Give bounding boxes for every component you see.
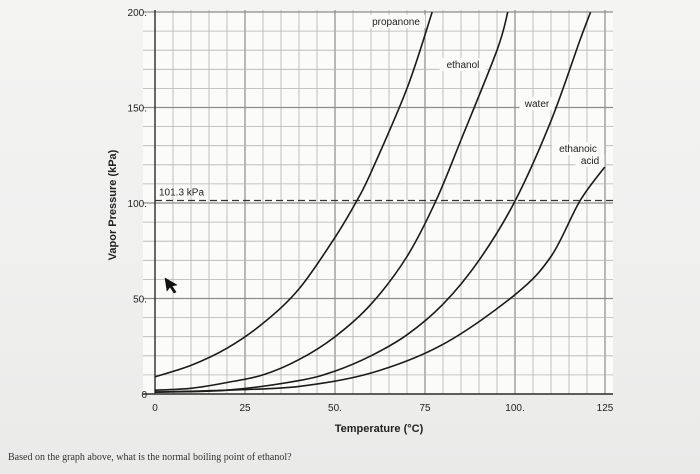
y-tick-label: 0 <box>141 390 147 401</box>
series-line-ethanoic-acid <box>154 166 606 393</box>
y-tick-label: 200. <box>128 8 147 19</box>
x-tick-label: 50. <box>328 403 342 414</box>
axes <box>143 10 613 395</box>
series-label-bg-ethanoic-acid <box>575 154 605 167</box>
series-label-bg-propanone <box>366 15 426 28</box>
series-line-propanone <box>154 11 433 378</box>
reference-line-group: 101.3 kPa <box>155 188 613 202</box>
y-tick-label: 100. <box>128 199 147 210</box>
question-text: Based on the graph above, what is the no… <box>8 452 292 463</box>
x-tick-label: 75 <box>419 403 431 414</box>
x-tick-label: 125 <box>597 403 614 414</box>
y-tick-label: 150. <box>128 104 147 115</box>
series-group <box>154 11 606 393</box>
series-label-bg-ethanoic-acid <box>551 142 605 155</box>
series-label-bg-ethanol <box>439 58 487 71</box>
x-axis-label: Temperature (°C) <box>335 423 424 435</box>
series-label-ethanoic-acid: acid <box>581 156 599 167</box>
x-tick-label: 0 <box>152 403 158 414</box>
series-label-bg-water <box>519 97 555 110</box>
series-line-water <box>154 11 592 393</box>
series-line-ethanol <box>154 11 509 391</box>
y-tick-label: 50. <box>133 295 147 306</box>
reference-line-label: 101.3 kPa <box>159 188 204 199</box>
series-label-ethanol: ethanol <box>447 60 480 71</box>
tick-labels: 0 25 50. 75 100. 125 0 50. 100. 150. 200. <box>128 8 614 414</box>
series-label-propanone: propanone <box>372 17 420 28</box>
x-tick-label: 100. <box>505 403 524 414</box>
series-label-water: water <box>524 99 550 110</box>
series-label-ethanoic-acid: ethanoic <box>559 144 597 155</box>
y-axis-label: Vapor Pressure (kPa) <box>107 149 119 260</box>
cursor-arrow-icon <box>164 277 178 294</box>
x-tick-label: 25 <box>239 403 251 414</box>
